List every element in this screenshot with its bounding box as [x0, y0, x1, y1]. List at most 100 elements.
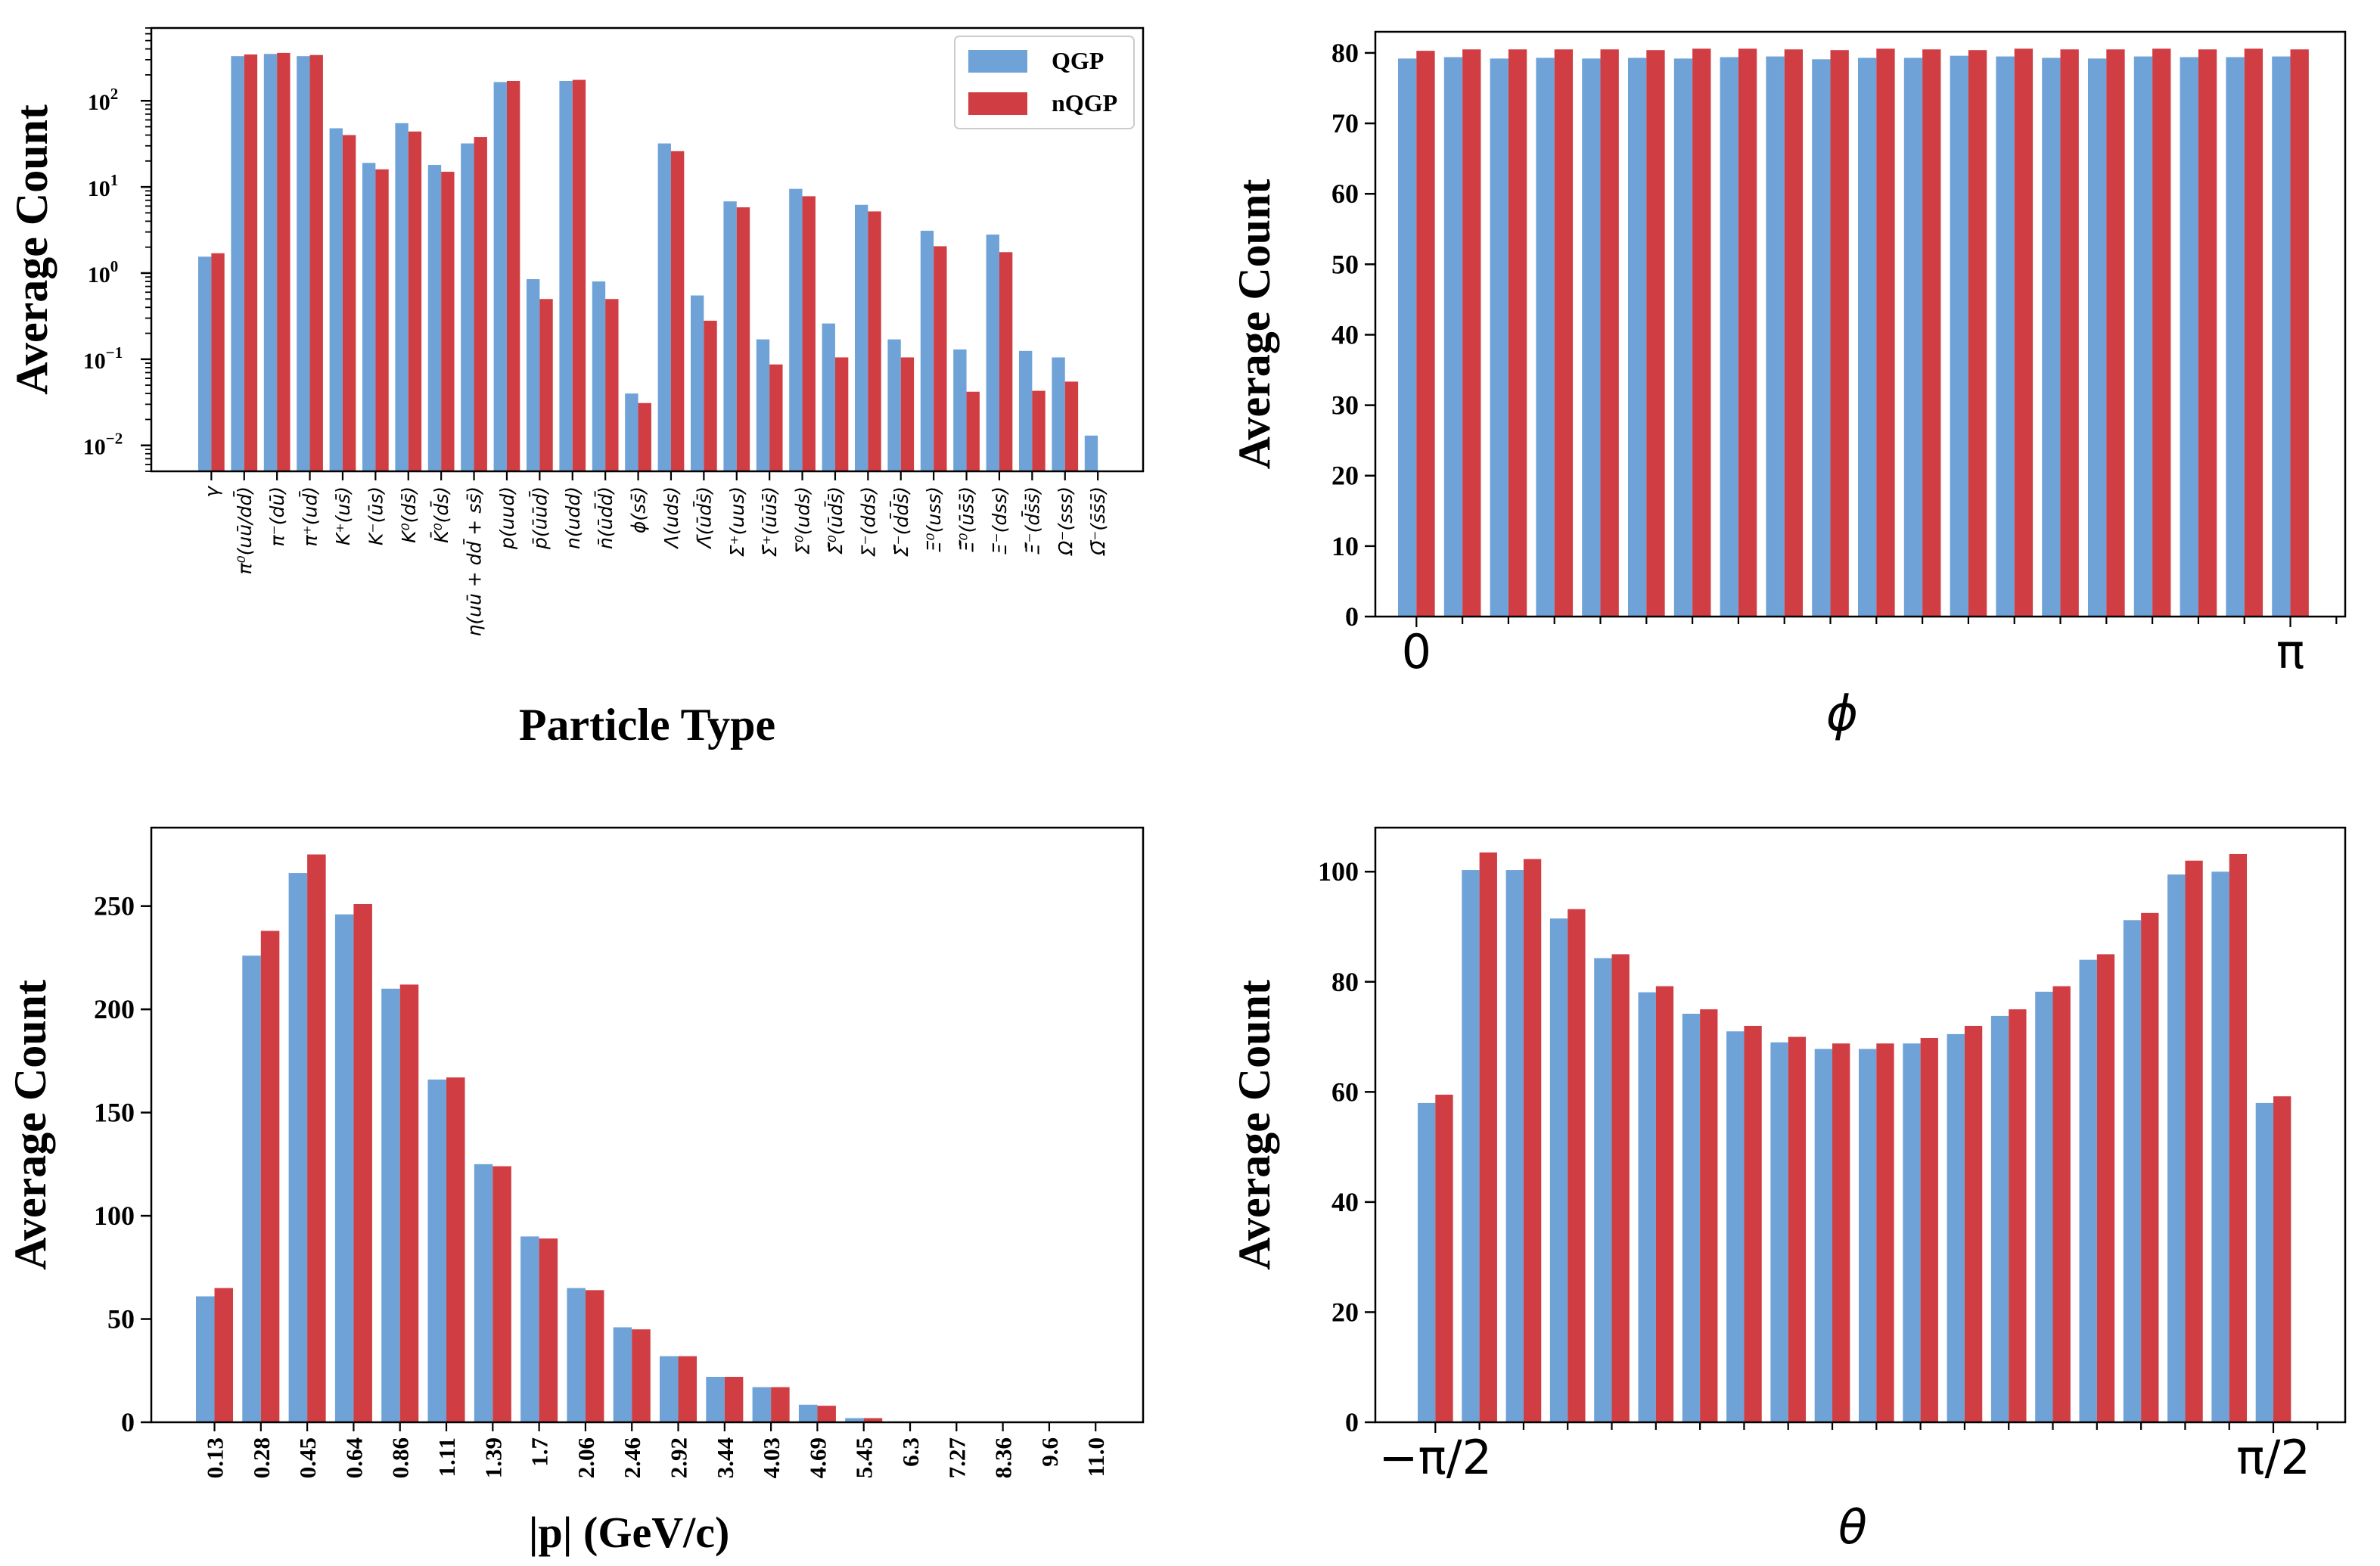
bar-nqgp-24 [999, 252, 1013, 471]
bar-qgp-11 [1903, 1043, 1921, 1422]
x-category-label: π⁻(dū) [266, 486, 288, 546]
y-tick-label: 10−1 [83, 343, 123, 374]
bar-qgp-4 [381, 988, 400, 1423]
bar-nqgp-17 [2185, 860, 2203, 1422]
y-axis-title: Average Count [5, 980, 55, 1270]
bar-qgp-20 [855, 204, 868, 471]
bar-qgp-10 [527, 279, 540, 471]
bar-nqgp-3 [1554, 49, 1574, 617]
bar-qgp-6 [1682, 1013, 1701, 1422]
bar-nqgp-19 [2273, 1096, 2291, 1422]
bar-nqgp-6 [492, 1166, 511, 1422]
legend-swatch-nqgp [968, 92, 1027, 115]
x-tick-label: 1.39 [480, 1437, 506, 1478]
bar-qgp-4 [1582, 58, 1601, 617]
legend-label-qgp: QGP [1052, 47, 1104, 74]
bar-nqgp-9 [1832, 1043, 1850, 1422]
bar-nqgp-17 [769, 364, 783, 471]
bar-qgp-9 [613, 1327, 632, 1422]
x-category-label: Ω⁻(sss) [1055, 486, 1077, 556]
y-tick-label: 0 [1345, 1407, 1359, 1437]
bar-nqgp-14 [863, 1418, 883, 1422]
bar-nqgp-18 [802, 196, 816, 471]
x-category-label: Σ⁰(uds) [792, 486, 814, 555]
bar-qgp-16 [2133, 56, 2153, 617]
x-category-label: K⁺(us̄) [332, 486, 354, 545]
x-category-label: Λ̄(ūd̄s̄) [693, 486, 716, 549]
axes-frame [1374, 30, 2347, 618]
axes-frame [150, 26, 1145, 473]
axes-frame [1374, 826, 2347, 1424]
bar-qgp-2 [288, 873, 308, 1422]
bar-nqgp-5 [1646, 50, 1665, 617]
x-category-label: Σ̄⁻(d̄d̄s̄) [890, 486, 912, 557]
bar-qgp-12 [1950, 55, 1968, 617]
x-category-label: Ξ̄⁻(d̄s̄s̄) [1021, 486, 1044, 555]
bar-nqgp-22 [934, 246, 947, 471]
y-tick-label: 10 [1331, 531, 1359, 561]
bar-nqgp-11 [724, 1376, 744, 1422]
x-tick-label: 3.44 [712, 1437, 738, 1478]
bar-nqgp-14 [2052, 986, 2071, 1422]
bar-qgp-1 [231, 56, 244, 471]
bar-qgp-2 [1505, 870, 1524, 1422]
bar-nqgp-2 [1523, 859, 1542, 1422]
bar-nqgp-0 [214, 1288, 234, 1422]
bar-qgp-21 [887, 339, 901, 471]
bar-nqgp-8 [1788, 1036, 1807, 1422]
bar-qgp-7 [520, 1236, 539, 1423]
x-tick-label: 4.03 [758, 1437, 785, 1478]
x-tick-label: 2.92 [666, 1437, 692, 1478]
bar-nqgp-4 [1611, 954, 1630, 1422]
bar-qgp-8 [1766, 56, 1785, 617]
bar-qgp-1 [1443, 57, 1463, 617]
legend: QGP nQGP [954, 36, 1135, 129]
bar-nqgp-9 [506, 80, 520, 472]
bar-qgp-8 [461, 143, 474, 471]
bar-nqgp-11 [1922, 49, 1941, 617]
bar-nqgp-7 [539, 1238, 558, 1422]
bar-nqgp-10 [539, 299, 553, 471]
bar-nqgp-12 [1964, 1026, 1983, 1422]
bar-nqgp-8 [1784, 49, 1804, 617]
x-category-label: n(udd) [562, 486, 584, 549]
bar-nqgp-13 [2014, 48, 2034, 617]
bar-qgp-18 [789, 188, 803, 471]
bar-nqgp-19 [834, 357, 849, 471]
y-tick-label: 150 [94, 1098, 135, 1128]
bar-qgp-6 [395, 123, 409, 472]
bar-qgp-18 [2211, 872, 2229, 1422]
bar-qgp-16 [723, 201, 737, 471]
bar-nqgp-18 [2244, 48, 2263, 617]
bar-qgp-10 [660, 1356, 679, 1422]
bar-qgp-13 [798, 1404, 818, 1422]
bar-nqgp-10 [1876, 1043, 1894, 1422]
y-tick-label: 40 [1331, 319, 1359, 350]
x-tick-label: π/2 [2236, 1430, 2310, 1485]
bar-nqgp-2 [277, 52, 291, 471]
bar-qgp-24 [986, 235, 999, 471]
bar-nqgp-21 [900, 357, 915, 471]
bar-nqgp-0 [1435, 1094, 1453, 1422]
bar-qgp-8 [1770, 1042, 1788, 1422]
bar-qgp-2 [263, 54, 278, 471]
bar-qgp-14 [2042, 57, 2061, 617]
bar-qgp-17 [756, 339, 770, 471]
bar-nqgp-2 [1508, 49, 1527, 617]
bar-qgp-0 [1398, 58, 1417, 617]
bar-nqgp-26 [1064, 381, 1079, 471]
bar-qgp-27 [1084, 435, 1098, 471]
momentum-distribution-chart: 0 50 100 150 200 250 0.13 0.28 0.45 0.64 0.86 1.11 1… [5, 826, 1145, 1557]
bar-qgp-11 [706, 1376, 725, 1422]
bar-qgp-13 [625, 393, 638, 471]
bar-nqgp-3 [309, 54, 323, 471]
x-category-label: Λ(uds) [660, 486, 682, 549]
bar-qgp-10 [1859, 1049, 1877, 1422]
bar-qgp-15 [2079, 959, 2097, 1422]
y-tick-label: 10−2 [83, 430, 123, 460]
x-category-label: n̄(ūd̄d̄) [595, 486, 617, 549]
bar-qgp-9 [1812, 59, 1831, 617]
bar-nqgp-25 [1032, 390, 1046, 471]
bar-nqgp-10 [1876, 48, 1895, 617]
